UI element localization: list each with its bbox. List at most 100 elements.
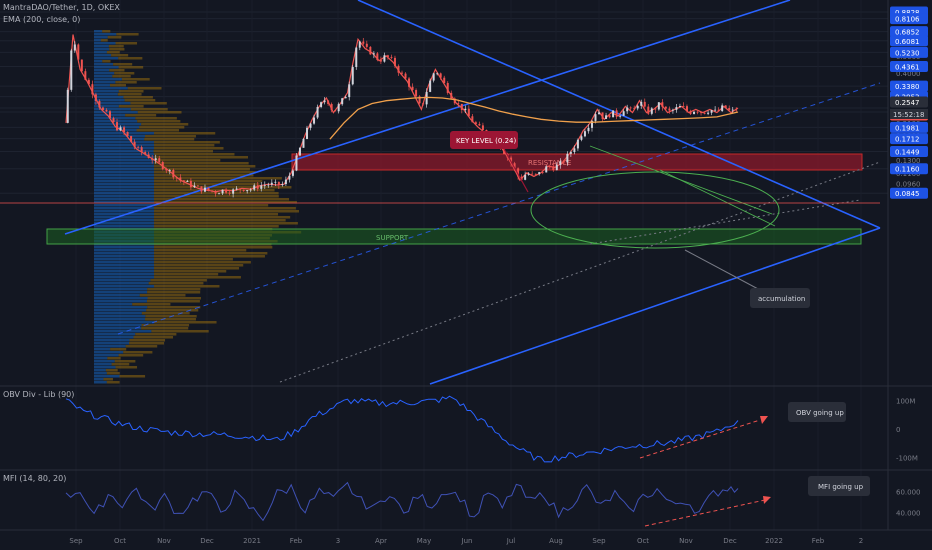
candle <box>358 41 361 48</box>
svg-text:0.0845: 0.0845 <box>895 190 920 198</box>
candle <box>513 163 516 169</box>
price-axis: 0.50000.40000.28000.21000.18000.15000.13… <box>890 6 928 199</box>
candle <box>728 108 731 111</box>
candle <box>474 122 477 124</box>
mfi-axis: 60.000 40.000 <box>896 489 921 518</box>
candle <box>123 127 126 133</box>
candle <box>415 90 418 97</box>
candle <box>594 114 597 121</box>
candle <box>710 110 713 113</box>
price-level-tag: 0.6081 <box>890 35 928 47</box>
candle <box>94 94 97 102</box>
time-tick-label: Oct <box>114 537 126 545</box>
time-tick-label: Dec <box>723 537 737 545</box>
candle <box>446 83 449 93</box>
candle <box>510 157 513 164</box>
obv-pane-label: OBV Div - Lib (90) <box>3 390 75 399</box>
candle <box>320 102 323 107</box>
price-level-tag: 0.5230 <box>890 46 928 58</box>
svg-text:0.2547: 0.2547 <box>895 99 920 107</box>
candle <box>369 46 372 55</box>
candle <box>619 115 622 117</box>
candle <box>527 173 530 175</box>
obv-tick-label: -100M <box>896 454 918 462</box>
candle <box>633 108 636 110</box>
candle <box>77 44 80 60</box>
candle <box>408 78 411 87</box>
candle <box>313 117 316 124</box>
candle <box>267 184 270 186</box>
candle <box>207 187 210 191</box>
candle <box>284 179 287 185</box>
time-tick-label: 2022 <box>765 537 783 545</box>
candle <box>735 109 738 111</box>
candle <box>147 154 150 159</box>
candle <box>721 105 724 111</box>
candle <box>249 189 252 191</box>
key-level-callout: KEY LEVEL (0.24) <box>450 131 529 193</box>
candle <box>436 73 439 75</box>
candle <box>615 110 618 117</box>
candle <box>675 107 678 110</box>
candle <box>186 180 189 182</box>
candle <box>105 109 108 112</box>
candle <box>583 131 586 137</box>
candle <box>393 57 396 66</box>
svg-text:accumulation: accumulation <box>758 295 805 303</box>
time-axis: Sep Oct Nov Dec 2021 Feb 3 Apr May Jun Jul Aug Sep Oc… <box>0 529 932 545</box>
candle <box>555 165 558 171</box>
svg-text:0.5230: 0.5230 <box>895 49 920 57</box>
candle <box>682 106 685 107</box>
candle <box>379 60 382 62</box>
candle <box>453 98 456 104</box>
candle <box>664 106 667 109</box>
candle <box>232 189 235 194</box>
candle <box>552 166 555 171</box>
price-level-tag: 0.8106 <box>890 13 928 25</box>
candle <box>225 189 228 193</box>
time-tick-label: May <box>417 537 431 545</box>
candle <box>98 101 101 108</box>
price-tick-label: 0.0960 <box>896 180 921 188</box>
svg-text:0.4361: 0.4361 <box>895 63 920 71</box>
candle <box>327 100 330 104</box>
candle <box>144 152 147 155</box>
candle <box>573 148 576 153</box>
price-level-tag: 0.1449 <box>890 146 928 158</box>
candle <box>66 89 69 123</box>
candle <box>517 168 520 177</box>
candle <box>179 177 182 181</box>
svg-text:0.1449: 0.1449 <box>895 149 920 157</box>
candle <box>211 190 214 192</box>
candle <box>612 110 615 118</box>
triangle-lower-line <box>429 227 881 385</box>
price-tick-label: 0.1300 <box>896 157 921 165</box>
candle <box>661 102 664 107</box>
candle <box>689 111 692 114</box>
candle <box>520 176 523 180</box>
candle <box>376 53 379 61</box>
candle <box>70 50 73 90</box>
svg-text:0.1981: 0.1981 <box>895 124 920 132</box>
candle <box>464 108 467 110</box>
ema-label: EMA (200, close, 0) <box>3 15 81 24</box>
candle <box>175 177 178 179</box>
candle <box>126 132 129 137</box>
candle <box>140 147 143 153</box>
time-tick-label: Jul <box>506 537 516 545</box>
candle <box>242 189 245 192</box>
price-level-tag: 0.4361 <box>890 60 928 72</box>
candle <box>443 77 446 84</box>
candle <box>587 127 590 132</box>
svg-text:0.8828: 0.8828 <box>895 9 920 17</box>
candle <box>355 47 358 68</box>
time-tick-label: Sep <box>69 537 83 545</box>
countdown-tag: 15:52:18 <box>890 108 928 119</box>
candle <box>260 185 263 189</box>
candle <box>707 112 710 114</box>
candle <box>323 100 326 103</box>
ema-200-line <box>329 96 739 140</box>
candle <box>344 97 347 99</box>
candle <box>372 53 375 55</box>
